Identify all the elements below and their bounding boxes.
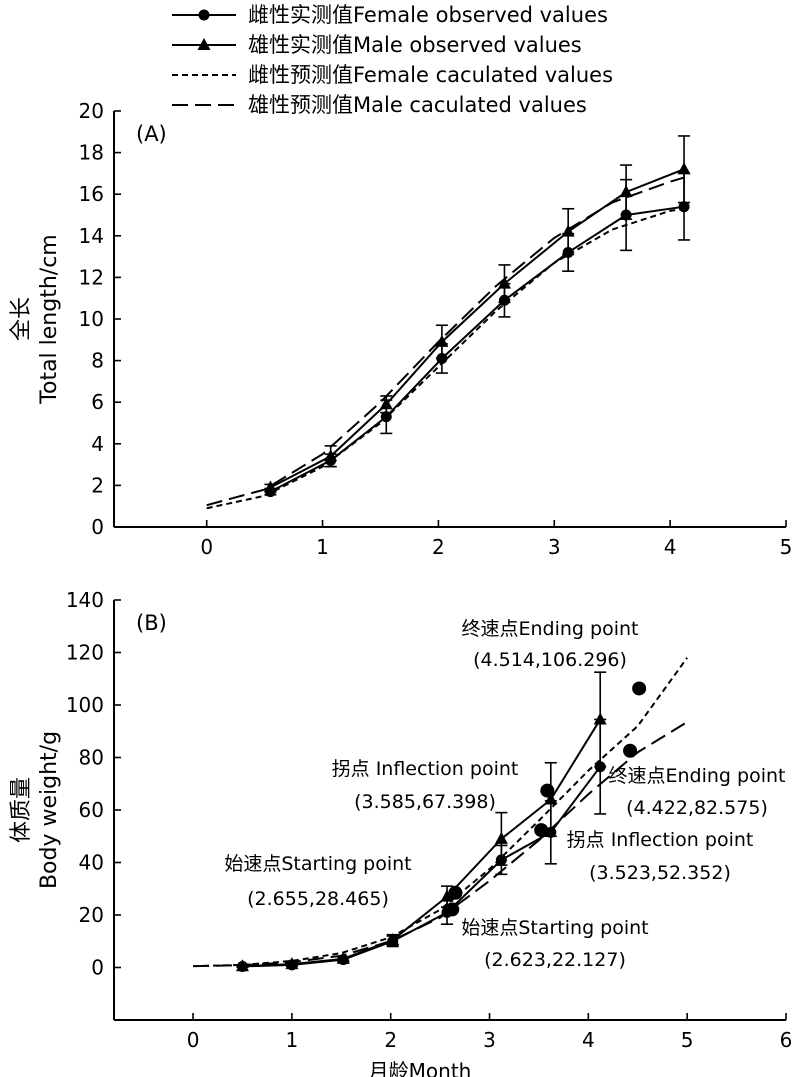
key-point-label: 始速点Starting point [461,917,648,939]
key-point-marker [540,783,555,798]
legend-marker-0 [198,9,210,21]
series-3 [193,721,688,968]
key-point-coords: (3.523,52.352) [589,862,731,884]
y-tick-label: 10 [79,307,104,331]
y-tick-label: 80 [79,746,104,770]
series-line-1 [242,718,602,968]
data-point-triangle [619,185,633,198]
data-point-triangle [494,831,508,844]
key-point-marker [445,902,460,917]
y-tick-label: 4 [91,432,104,456]
key-point-marker [632,681,647,696]
data-point-triangle [440,889,454,902]
y-tick-label: 14 [79,224,104,248]
y-axis-title-en: Body weight/g [37,731,62,889]
x-tick-label: 4 [582,1028,595,1052]
series-line-1 [269,168,685,489]
data-point-triangle [677,162,691,175]
key-point-label: 拐点 Inflection point [332,758,519,780]
y-tick-label: 100 [66,693,104,717]
key-point-marker [534,823,549,838]
panel-label: (A) [136,122,167,146]
y-tick-label: 12 [79,265,104,289]
y-tick-label: 0 [91,515,104,539]
panel-b-body-weight-chart: 0 20 40 60 80 100 120 140 0 1 2 3 4 5 6 (B) 体质量 Body weig… [9,588,792,1077]
data-point-triangle [336,951,350,964]
data-point-triangle [435,334,449,347]
key-point-marker [448,885,463,900]
key-point-label: 终速点Ending point [609,765,786,787]
y-tick-label: 20 [79,903,104,927]
data-point-triangle [593,712,607,725]
legend-label-0: 雌性实测值Female observed values [248,3,608,27]
x-tick-label: 4 [664,535,677,559]
y-axis-title-cn: 体质量 [9,777,34,843]
key-point-coords: (2.623,22.127) [484,949,626,971]
x-tick-label: 5 [681,1028,694,1052]
y-tick-label: 120 [66,641,104,665]
y-tick-label: 16 [79,182,104,206]
y-tick-label: 40 [79,851,104,875]
y-tick-label: 140 [66,588,104,612]
data-point-triangle [324,449,338,462]
x-tick-label: 3 [548,535,561,559]
x-axis-title: 月龄Month [369,1059,472,1077]
x-tick-label: 1 [316,535,329,559]
y-axis-title-cn: 全长 [9,297,34,341]
key-point-label: 拐点 Inflection point [567,829,754,851]
x-tick-label: 2 [432,535,445,559]
x-tick-label: 3 [483,1028,496,1052]
data-point-triangle [544,792,558,805]
y-tick-label: 20 [79,99,104,123]
y-tick-label: 18 [79,141,104,165]
x-tick-label: 5 [780,535,793,559]
x-tick-label: 0 [187,1028,200,1052]
key-point-label: 始速点Starting point [224,853,411,875]
x-tick-label: 6 [780,1028,793,1052]
y-axis-title-en: Total length/cm [37,234,62,404]
key-point-marker [623,743,638,758]
legend: 雌性实测值Female observed values 雄性实测值Male obs… [172,3,613,117]
series-3 [206,176,685,507]
data-point-triangle [497,276,511,289]
legend-label-3: 雄性预测值Male caculated values [248,93,587,117]
key-point-coords: (4.514,106.296) [473,649,627,671]
data-point-triangle [263,480,277,493]
series-line-3 [206,176,685,507]
legend-label-2: 雌性预测值Female caculated values [248,63,613,87]
x-tick-label: 1 [286,1028,299,1052]
data-point-triangle [379,397,393,410]
series-1 [263,135,691,493]
legend-label-1: 雄性实测值Male observed values [248,33,582,57]
series-line-3 [193,721,688,968]
y-tick-label: 60 [79,798,104,822]
key-point-label: 终速点Ending point [462,618,639,640]
key-point-coords: (3.585,67.398) [354,791,496,813]
data-point-triangle [561,224,575,237]
key-point-coords: (4.422,82.575) [626,797,768,819]
series-0 [264,172,691,498]
series-line-2 [206,207,685,510]
y-tick-label: 2 [91,473,104,497]
x-tick-label: 2 [384,1028,397,1052]
panel-label: (B) [136,611,167,635]
key-point-coords: (2.655,28.465) [247,888,389,910]
y-tick-label: 8 [91,349,104,373]
series-line-0 [269,205,685,493]
legend-marker-1 [197,38,211,50]
y-tick-label: 0 [91,956,104,980]
series-2 [206,207,685,510]
y-tick-label: 6 [91,390,104,414]
x-tick-label: 0 [200,535,213,559]
